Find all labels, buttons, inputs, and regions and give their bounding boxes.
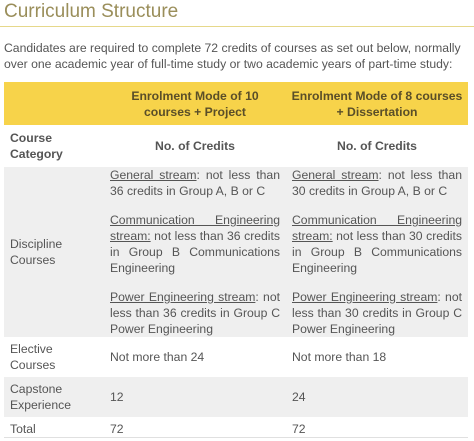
stream-text: not less than 30 credits in Group B Comm…	[292, 229, 462, 275]
stream-block: Power Engineering stream: not less than …	[292, 289, 462, 337]
table-row: Elective Courses Not more than 24 Not mo…	[4, 337, 468, 377]
discipline-cell-project: General stream: not less than 36 credits…	[104, 167, 286, 337]
category-cell: Elective Courses	[10, 342, 56, 372]
intro-paragraph: Candidates are required to complete 72 c…	[4, 41, 461, 71]
curriculum-table: Enrolment Mode of 10 courses + Project E…	[4, 82, 468, 441]
stream-text: : not less than 36 credits in Group C Po…	[110, 290, 280, 336]
value-cell-dissertation: Not more than 18	[292, 350, 387, 364]
table-row: Discipline Courses General stream: not l…	[4, 167, 468, 337]
value-cell-dissertation: 72	[292, 422, 306, 436]
mode-header-project: Enrolment Mode of 10 courses + Project	[131, 88, 259, 119]
value-cell-project: Not more than 24	[110, 350, 205, 364]
mode-header-dissertation: Enrolment Mode of 8 courses + Dissertati…	[291, 88, 463, 119]
stream-block: General stream: not less than 30 credits…	[292, 167, 462, 199]
stream-text: : not less than 36 credits in Group A, B…	[110, 168, 280, 198]
credits-header-dissertation: No. of Credits	[337, 139, 417, 153]
stream-block: Communication Engineering stream: not le…	[110, 212, 280, 276]
stream-text: : not less than 30 credits in Group A, B…	[292, 168, 462, 198]
category-cell: Capstone Experience	[10, 382, 71, 412]
course-category-header: Course Category	[10, 131, 63, 161]
stream-link[interactable]: General stream	[292, 168, 379, 182]
table-bottom-divider	[4, 437, 468, 438]
table-header-row: Enrolment Mode of 10 courses + Project E…	[4, 82, 468, 125]
category-cell: Total	[10, 422, 36, 436]
table-row: Capstone Experience 12 24	[4, 377, 468, 417]
credits-header-project: No. of Credits	[155, 139, 235, 153]
stream-link[interactable]: Power Engineering stream	[292, 290, 438, 304]
stream-block: General stream: not less than 36 credits…	[110, 167, 280, 199]
value-cell-project: 72	[110, 422, 124, 436]
stream-block: Power Engineering stream: not less than …	[110, 289, 280, 337]
stream-text: not less than 36 credits in Group B Comm…	[110, 229, 280, 275]
value-cell-project: 12	[110, 390, 124, 404]
stream-link[interactable]: Communication Engineering stream:	[292, 213, 462, 243]
page-title: Curriculum Structure	[4, 1, 179, 22]
stream-link[interactable]: Power Engineering stream	[110, 290, 256, 304]
category-cell: Discipline Courses	[10, 237, 63, 267]
stream-block: Communication Engineering stream: not le…	[292, 212, 462, 276]
discipline-cell-dissertation: General stream: not less than 30 credits…	[286, 167, 468, 337]
stream-text: : not less than 30 credits in Group C Po…	[292, 290, 462, 336]
stream-link[interactable]: General stream	[110, 168, 197, 182]
title-divider	[0, 26, 474, 27]
stream-link[interactable]: Communication Engineering stream:	[110, 213, 280, 243]
table-subheader-row: Course Category No. of Credits No. of Cr…	[4, 125, 468, 167]
value-cell-dissertation: 24	[292, 390, 306, 404]
empty-header-cell	[4, 82, 104, 125]
